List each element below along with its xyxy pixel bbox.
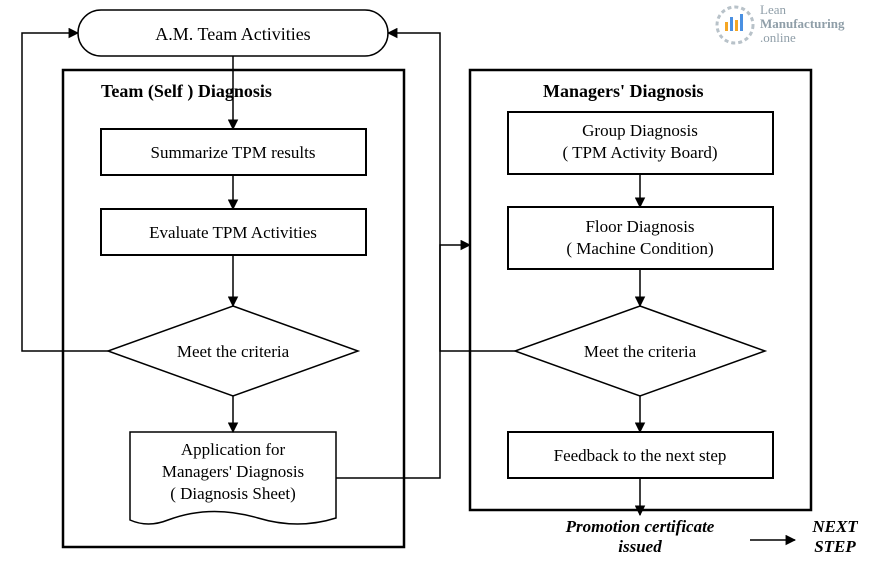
edge-right-decision-loop-top xyxy=(388,33,515,351)
right-step1-line2: ( TPM Activity Board) xyxy=(562,143,717,162)
footer-cert-line1: Promotion certificate xyxy=(565,517,715,536)
right-step1-line1: Group Diagnosis xyxy=(582,121,698,140)
brand-logo: Lean Manufacturing .online xyxy=(717,2,845,45)
left-step2-label: Evaluate TPM Activities xyxy=(149,223,317,242)
left-doc-line1: Application for xyxy=(181,440,286,459)
right-decision-label: Meet the criteria xyxy=(584,342,697,361)
footer-next-line2: STEP xyxy=(814,537,856,556)
left-panel-title: Team (Self ) Diagnosis xyxy=(101,81,272,102)
left-doc-line3: ( Diagnosis Sheet) xyxy=(170,484,296,503)
right-step2-line1: Floor Diagnosis xyxy=(585,217,694,236)
right-step2-line2: ( Machine Condition) xyxy=(566,239,713,258)
right-panel-title: Managers' Diagnosis xyxy=(543,81,704,101)
top-node-label: A.M. Team Activities xyxy=(155,24,310,44)
flowchart-diagram: Lean Manufacturing .online A.M. Team Act… xyxy=(0,0,871,577)
right-step3-label: Feedback to the next step xyxy=(554,446,727,465)
svg-text:Lean: Lean xyxy=(760,2,786,17)
svg-text:.online: .online xyxy=(760,30,796,45)
left-decision-label: Meet the criteria xyxy=(177,342,290,361)
svg-text:Manufacturing: Manufacturing xyxy=(760,16,845,31)
left-step1-label: Summarize TPM results xyxy=(151,143,316,162)
left-doc-line2: Managers' Diagnosis xyxy=(162,462,304,481)
footer-cert-line2: issued xyxy=(618,537,662,556)
edge-left-decision-loop-top xyxy=(22,33,108,351)
footer-next-line1: NEXT xyxy=(811,517,858,536)
